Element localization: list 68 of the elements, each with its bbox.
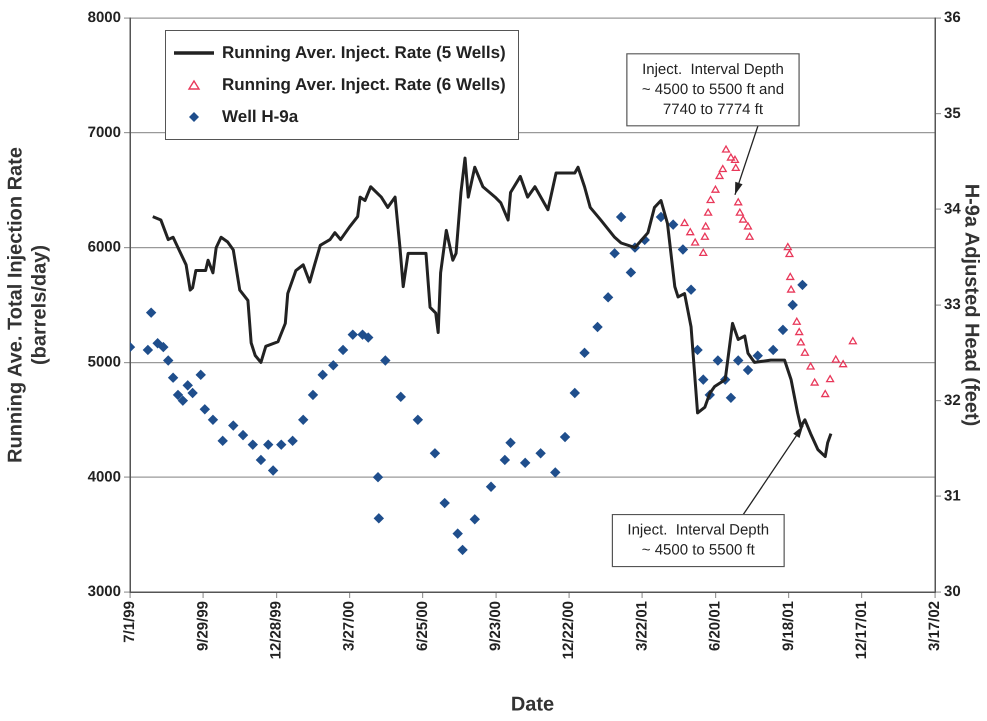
y-tick-label: 3000: [88, 583, 121, 600]
y-tick-label: 7000: [88, 124, 121, 141]
y2-tick-label: 36: [944, 9, 961, 26]
y-tick-label: 4000: [88, 468, 121, 486]
point: [732, 164, 740, 172]
point: [786, 272, 794, 280]
x-tick-label: 12/22/00: [560, 601, 578, 660]
y2-tick-label: 34: [944, 200, 962, 218]
y-tick-label: 8000: [88, 9, 121, 26]
legend-label: Well H-9a: [222, 107, 298, 127]
point: [711, 186, 720, 193]
y2-tick-label: 30: [944, 583, 961, 600]
point: [738, 215, 748, 223]
legend-label: Running Aver. Inject. Rate (6 Wells): [222, 75, 506, 95]
point: [848, 337, 857, 344]
x-axis-title: Date: [510, 694, 554, 716]
point: [726, 153, 736, 161]
point: [702, 222, 710, 230]
y-tick-label: 6000: [88, 238, 121, 256]
annotation: Inject. Interval Depth ~ 4500 to 5500 ft: [627, 522, 770, 559]
y2-tick-label: 33: [944, 296, 961, 314]
point: [691, 238, 700, 246]
point: [826, 374, 834, 382]
x-tick-label: 9/18/01: [780, 601, 797, 652]
legend-label: Running Aver. Inject. Rate (5 Wells): [222, 43, 506, 63]
x-tick-label: 9/23/00: [487, 601, 504, 652]
y2-tick-label: 31: [944, 487, 961, 504]
y2-tick-label: 32: [944, 392, 961, 409]
x-tick-label: 12/17/01: [852, 601, 870, 660]
x-tick-label: 12/28/99: [268, 601, 285, 660]
point: [810, 378, 819, 386]
y-tick-label: 5000: [88, 354, 121, 371]
point: [839, 360, 848, 368]
x-tick-label: 9/29/99: [194, 601, 212, 652]
point: [792, 318, 801, 325]
point: [736, 208, 744, 216]
point: [832, 355, 840, 363]
point: [806, 362, 815, 370]
point: [730, 156, 740, 163]
point: [745, 232, 754, 240]
point: [715, 172, 724, 180]
point: [706, 196, 715, 204]
point: [744, 222, 752, 230]
point: [718, 164, 727, 172]
point: [795, 328, 804, 336]
point: [821, 390, 830, 398]
point: [784, 242, 792, 250]
annotation: Inject. Interval Depth ~ 4500 to 5500 ft and 7740 to 7774 ft: [642, 60, 784, 118]
y2-axis-title: H-9a Adjusted Head (feet): [960, 184, 982, 426]
x-tick-label: 3/22/01: [633, 601, 650, 652]
x-tick-label: 3/27/00: [340, 601, 358, 652]
x-tick-label: 3/17/02: [926, 601, 944, 652]
point: [786, 285, 796, 293]
point: [686, 228, 694, 236]
point: [722, 145, 730, 153]
point: [680, 218, 689, 226]
y2-tick-label: 35: [944, 104, 961, 122]
point: [796, 338, 805, 346]
y-axis-title: Running Ave. Total Injection Rate (barrels/day): [4, 147, 51, 463]
x-tick-label: 6/25/00: [414, 601, 431, 652]
point: [734, 198, 742, 206]
x-tick-label: 7/1/99: [121, 601, 138, 643]
point: [785, 250, 794, 258]
x-tick-label: 6/20/01: [706, 601, 724, 652]
point: [699, 248, 708, 256]
point: [800, 348, 810, 356]
point: [700, 232, 709, 240]
point: [704, 208, 712, 216]
